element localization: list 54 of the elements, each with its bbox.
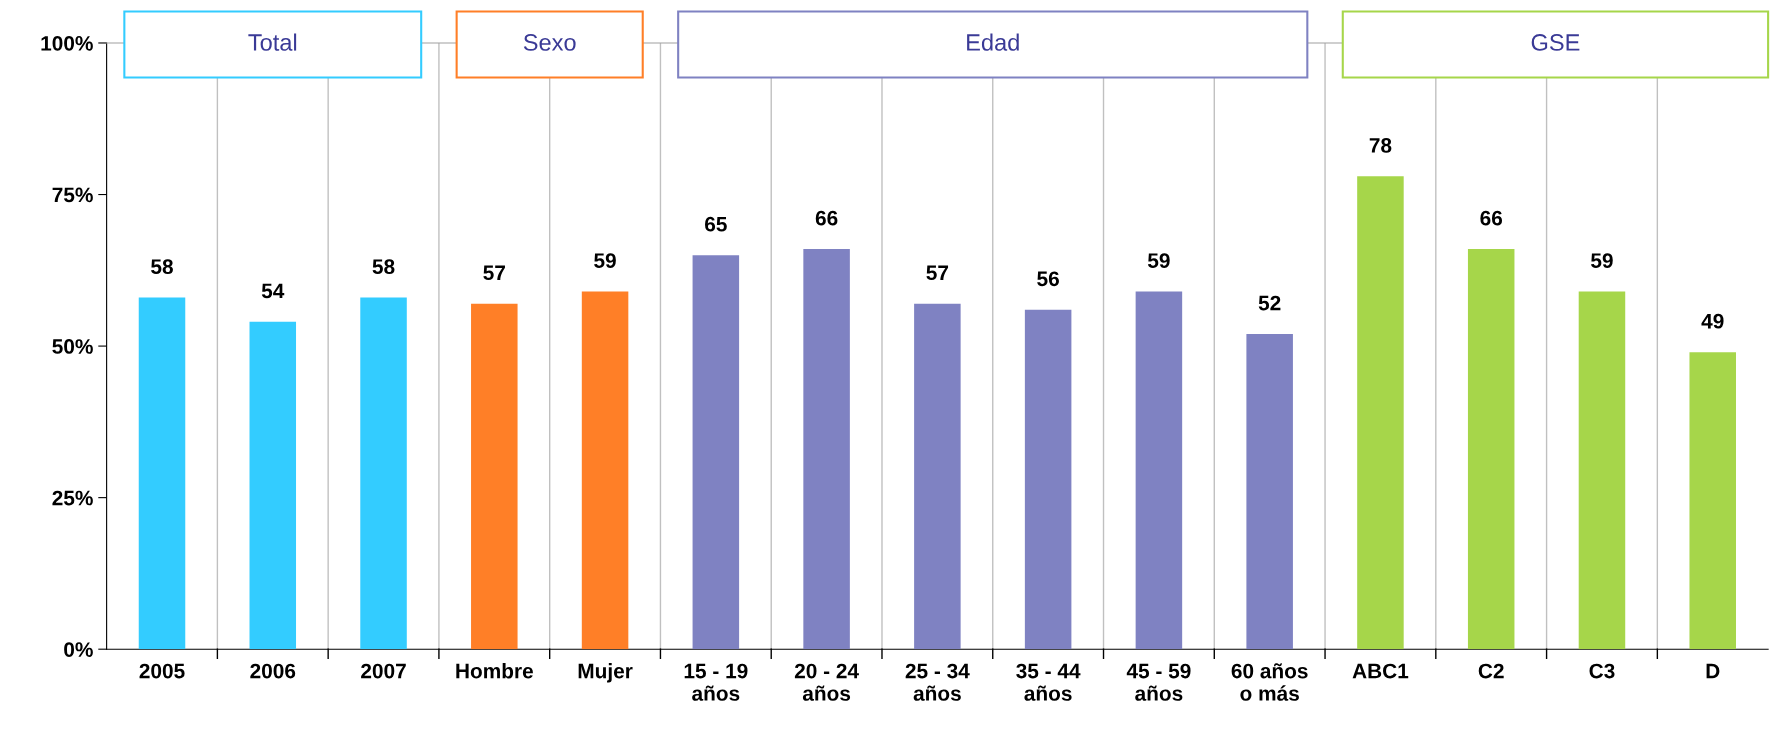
x-tick-label: D <box>1706 663 1720 679</box>
bar <box>360 297 407 650</box>
bar <box>914 303 961 650</box>
x-tick-label: C2 <box>1478 663 1504 679</box>
x-tick-label: Hombre <box>456 663 533 679</box>
data-label: 65 <box>705 216 727 232</box>
data-label: 59 <box>1591 253 1613 268</box>
bar <box>692 255 740 650</box>
data-label: 78 <box>1369 138 1392 153</box>
y-tick-label: 75% <box>52 187 93 203</box>
data-label: 58 <box>372 259 395 275</box>
data-label: 57 <box>926 265 949 281</box>
bar <box>1024 309 1072 650</box>
data-label: 54 <box>261 283 285 299</box>
bar <box>1246 333 1293 650</box>
annotation: GSE <box>1531 34 1580 51</box>
x-tick-label: 45 - 59 años <box>1126 663 1191 701</box>
bar <box>1357 176 1404 650</box>
x-tick-label: ABC1 <box>1352 663 1409 679</box>
bar <box>803 249 850 650</box>
data-label: 66 <box>815 210 838 226</box>
x-tick-label: 15 - 19 años <box>684 663 748 701</box>
data-label: 57 <box>483 265 505 281</box>
bar <box>581 291 629 650</box>
bar <box>1467 249 1515 650</box>
x-tick-label: 25 - 34 años <box>905 663 970 701</box>
annotation: Edad <box>967 33 1019 51</box>
x-tick-label: C3 <box>1589 663 1615 679</box>
y-tick-label: 100% <box>41 35 93 51</box>
x-tick-label: 20 - 24 años <box>794 663 859 701</box>
x-tick-label: 35 - 44 años <box>1016 663 1081 701</box>
y-tick-label: 25% <box>52 490 93 506</box>
data-label: 66 <box>1480 210 1503 226</box>
data-label: 56 <box>1037 271 1059 287</box>
x-tick-label: 2005 <box>139 663 185 679</box>
bar <box>1689 352 1736 650</box>
bar <box>138 297 186 650</box>
y-tick-label: 0% <box>64 642 93 657</box>
bar <box>1578 291 1626 650</box>
bar <box>1135 291 1183 650</box>
data-label: 52 <box>1258 295 1281 311</box>
data-label: 59 <box>594 253 616 268</box>
y-tick-label: 50% <box>52 339 93 354</box>
bar <box>471 303 518 650</box>
data-label: 59 <box>1147 253 1170 268</box>
bar <box>249 321 297 650</box>
data-label: 58 <box>151 259 173 275</box>
annotation: Sexo <box>523 34 576 51</box>
data-label: 49 <box>1701 313 1724 329</box>
annotation: Total <box>248 33 297 51</box>
x-tick-label: 2007 <box>361 663 406 679</box>
x-tick-label: 2006 <box>250 663 296 679</box>
x-tick-label: 60 años o más <box>1231 663 1308 701</box>
x-tick-label: Mujer <box>578 663 633 683</box>
